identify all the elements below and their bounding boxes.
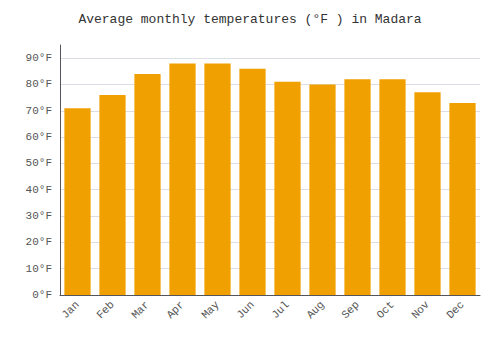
svg-text:Aug: Aug bbox=[304, 299, 326, 321]
svg-text:70°F: 70°F bbox=[26, 105, 52, 117]
svg-text:Feb: Feb bbox=[94, 299, 116, 321]
svg-text:10°F: 10°F bbox=[26, 263, 52, 275]
svg-text:80°F: 80°F bbox=[26, 78, 52, 90]
svg-text:Jul: Jul bbox=[269, 299, 291, 321]
svg-text:60°F: 60°F bbox=[26, 131, 52, 143]
svg-text:May: May bbox=[199, 298, 222, 321]
svg-text:50°F: 50°F bbox=[26, 157, 52, 169]
svg-text:Jan: Jan bbox=[59, 299, 81, 321]
svg-text:Sep: Sep bbox=[339, 299, 361, 321]
svg-text:Dec: Dec bbox=[444, 299, 466, 321]
svg-text:30°F: 30°F bbox=[26, 210, 52, 222]
svg-text:Mar: Mar bbox=[129, 299, 151, 321]
svg-text:20°F: 20°F bbox=[26, 236, 52, 248]
svg-text:Apr: Apr bbox=[164, 299, 186, 321]
svg-text:Average monthly temperatures (: Average monthly temperatures (°F ) in Ma… bbox=[78, 12, 421, 27]
svg-text:90°F: 90°F bbox=[26, 52, 52, 64]
svg-text:0°F: 0°F bbox=[32, 289, 52, 301]
svg-text:Jun: Jun bbox=[234, 299, 256, 321]
svg-text:Nov: Nov bbox=[409, 298, 432, 321]
svg-text:40°F: 40°F bbox=[26, 184, 52, 196]
svg-text:Oct: Oct bbox=[374, 299, 396, 321]
